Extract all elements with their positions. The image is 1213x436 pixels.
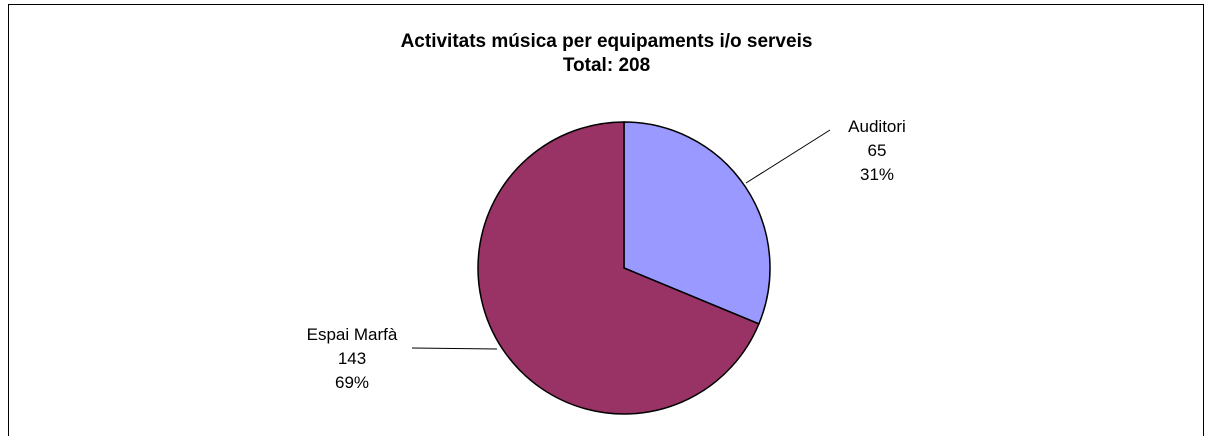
pie-slices: [477, 121, 771, 415]
data-label-value-espai-marfa: 143: [338, 349, 366, 368]
chart-subtitle: Total: 208: [562, 55, 651, 76]
leader-line-espai-marfa: [411, 347, 498, 350]
data-label-category-espai-marfa: Espai Marfà: [307, 325, 398, 344]
chart-title: Activitats música per equipaments i/o se…: [400, 31, 813, 52]
data-label-value-auditori: 65: [868, 141, 887, 160]
slice-labels: Auditori 65 31% Espai Marfà 143 69%: [307, 117, 906, 392]
leader-lines: [411, 129, 831, 350]
pie-slice-espai-marfa: [477, 121, 760, 415]
pie-slice-auditori: [623, 121, 771, 325]
data-label-percent-auditori: 31%: [860, 165, 894, 184]
chart-title-block: Activitats música per equipaments i/o se…: [0, 30, 1213, 78]
data-label-percent-espai-marfa: 69%: [335, 373, 369, 392]
leader-line-auditori: [745, 129, 831, 184]
data-label-category-auditori: Auditori: [848, 117, 906, 136]
